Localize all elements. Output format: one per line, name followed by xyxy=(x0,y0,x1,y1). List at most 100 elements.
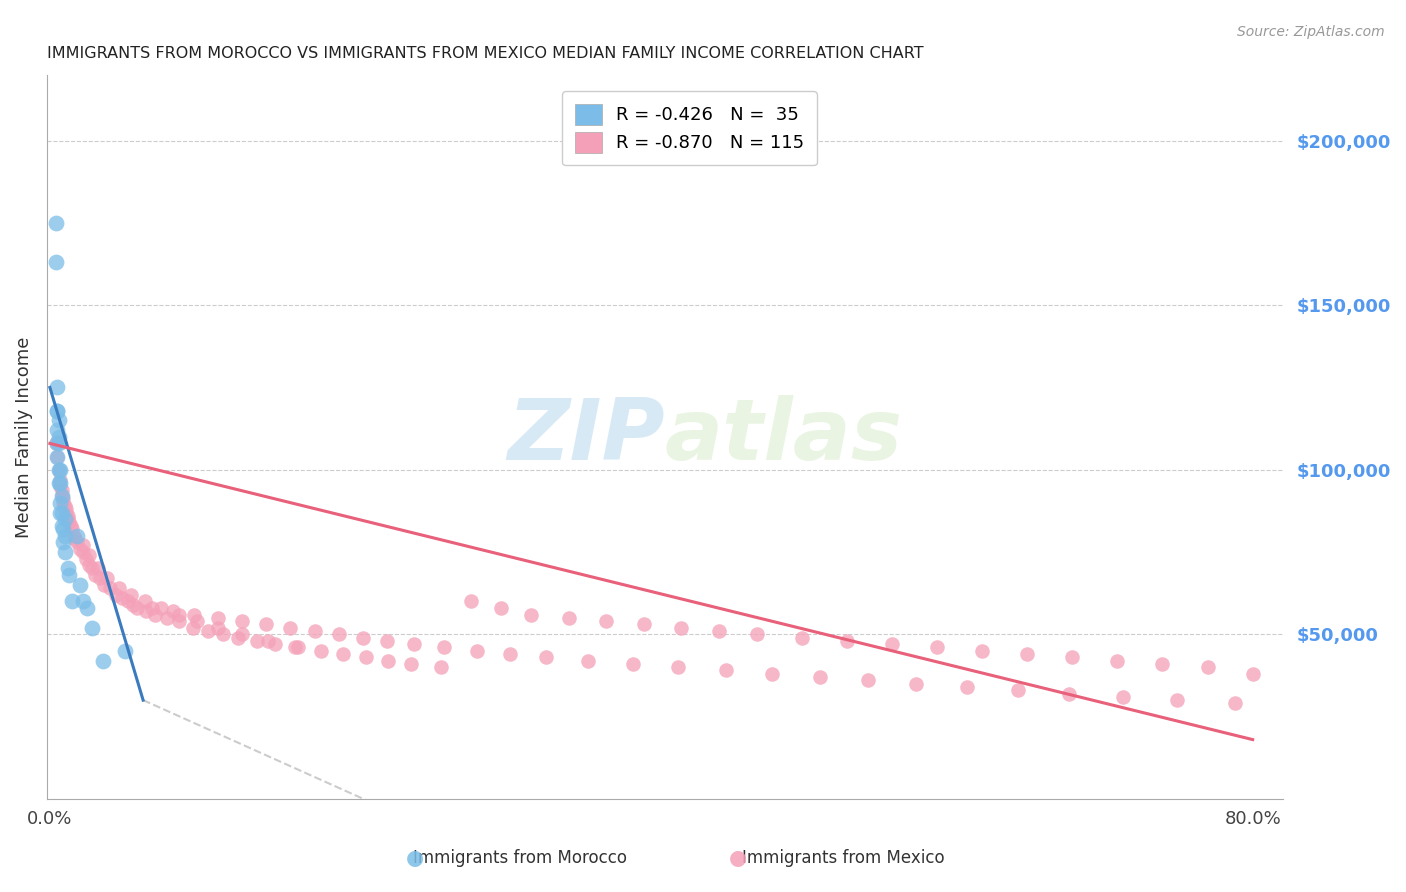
Point xyxy=(72,594,94,608)
Point xyxy=(1007,683,1029,698)
Point xyxy=(557,611,579,625)
Point xyxy=(53,512,76,526)
Point xyxy=(127,601,149,615)
Point xyxy=(56,561,79,575)
Point xyxy=(197,624,219,638)
Point xyxy=(633,617,655,632)
Point xyxy=(69,541,91,556)
Point xyxy=(465,644,488,658)
Point xyxy=(707,624,730,638)
Point xyxy=(186,614,208,628)
Point xyxy=(135,604,157,618)
Point xyxy=(48,430,70,444)
Text: ZIP: ZIP xyxy=(508,395,665,478)
Text: atlas: atlas xyxy=(665,395,903,478)
Point xyxy=(167,614,190,628)
Point xyxy=(671,621,693,635)
Point xyxy=(231,614,253,628)
Point xyxy=(520,607,543,622)
Point xyxy=(666,660,689,674)
Point xyxy=(121,598,143,612)
Point xyxy=(1152,657,1174,671)
Point xyxy=(51,518,73,533)
Point xyxy=(499,647,522,661)
Point xyxy=(284,640,307,655)
Point xyxy=(62,594,84,608)
Point xyxy=(65,532,87,546)
Point xyxy=(1107,654,1129,668)
Point xyxy=(621,657,644,671)
Point xyxy=(46,450,69,464)
Point xyxy=(134,594,156,608)
Point xyxy=(80,561,103,575)
Point xyxy=(576,654,599,668)
Point xyxy=(264,637,287,651)
Point xyxy=(45,436,67,450)
Point xyxy=(45,216,67,230)
Point xyxy=(1197,660,1219,674)
Point xyxy=(75,551,97,566)
Point xyxy=(59,518,82,533)
Point xyxy=(211,627,233,641)
Point xyxy=(114,644,136,658)
Point xyxy=(51,506,73,520)
Point xyxy=(48,436,70,450)
Point xyxy=(51,483,73,497)
Point xyxy=(52,522,75,536)
Point xyxy=(156,611,179,625)
Point xyxy=(117,594,139,608)
Text: ●: ● xyxy=(406,848,423,868)
Point xyxy=(53,545,76,559)
Point xyxy=(328,627,350,641)
Point xyxy=(49,475,72,490)
Point xyxy=(49,479,72,493)
Point xyxy=(1166,693,1188,707)
Point xyxy=(56,508,79,523)
Point xyxy=(46,423,69,437)
Point xyxy=(105,588,128,602)
Point xyxy=(76,601,98,615)
Point xyxy=(856,673,879,688)
Point xyxy=(51,489,73,503)
Point xyxy=(207,611,229,625)
Point xyxy=(254,617,277,632)
Point xyxy=(433,640,456,655)
Point xyxy=(56,512,79,526)
Point xyxy=(167,607,190,622)
Point xyxy=(49,496,72,510)
Point xyxy=(246,633,269,648)
Point xyxy=(77,558,100,573)
Point xyxy=(143,607,166,622)
Point xyxy=(231,627,253,641)
Point xyxy=(970,644,993,658)
Point xyxy=(51,489,73,503)
Point xyxy=(162,604,184,618)
Point xyxy=(52,492,75,507)
Text: Immigrants from Mexico: Immigrants from Mexico xyxy=(742,849,945,867)
Point xyxy=(332,647,354,661)
Legend: R = -0.426   N =  35, R = -0.870   N = 115: R = -0.426 N = 35, R = -0.870 N = 115 xyxy=(562,91,817,165)
Point xyxy=(66,528,89,542)
Point xyxy=(534,650,557,665)
Point xyxy=(141,601,163,615)
Point xyxy=(595,614,617,628)
Point xyxy=(87,561,110,575)
Text: Source: ZipAtlas.com: Source: ZipAtlas.com xyxy=(1237,25,1385,39)
Point xyxy=(745,627,768,641)
Point xyxy=(69,578,91,592)
Point xyxy=(48,463,70,477)
Point xyxy=(761,666,783,681)
Y-axis label: Median Family Income: Median Family Income xyxy=(15,336,32,538)
Point xyxy=(183,607,205,622)
Point xyxy=(402,637,425,651)
Point xyxy=(48,475,70,490)
Point xyxy=(72,545,94,559)
Point xyxy=(257,633,280,648)
Point xyxy=(399,657,422,671)
Text: IMMIGRANTS FROM MOROCCO VS IMMIGRANTS FROM MEXICO MEDIAN FAMILY INCOME CORRELATI: IMMIGRANTS FROM MOROCCO VS IMMIGRANTS FR… xyxy=(46,46,924,62)
Point xyxy=(80,621,103,635)
Text: ●: ● xyxy=(730,848,747,868)
Point xyxy=(430,660,453,674)
Point xyxy=(111,591,134,606)
Point xyxy=(49,463,72,477)
